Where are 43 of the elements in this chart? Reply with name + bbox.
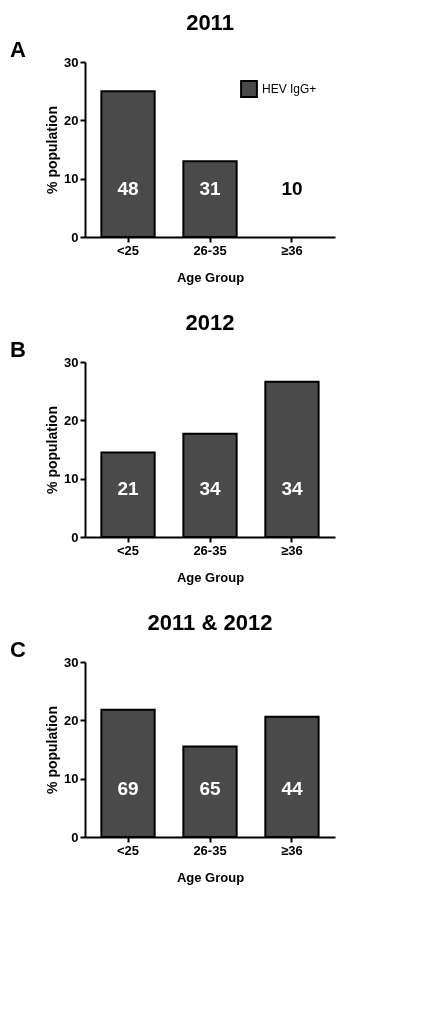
x-tick-label: <25 bbox=[117, 542, 140, 558]
annotation: 69 bbox=[117, 778, 139, 799]
chart-title: 2012 bbox=[185, 310, 235, 335]
legend-label: HEV IgG+ bbox=[262, 82, 317, 96]
annotation: 34 bbox=[199, 478, 221, 499]
x-axis-title: Age Group bbox=[176, 869, 245, 885]
chart-title: 2011 bbox=[186, 10, 234, 35]
x-tick-label: <25 bbox=[117, 842, 140, 858]
x-tick-label: 26-35 bbox=[193, 842, 227, 858]
y-tick-label: 10 bbox=[64, 471, 79, 487]
y-tick-label: 0 bbox=[71, 529, 79, 545]
y-tick-label: 20 bbox=[64, 112, 79, 128]
x-tick-label: ≥36 bbox=[281, 842, 303, 858]
annotation: 44 bbox=[281, 778, 303, 799]
y-axis-title: % population bbox=[44, 406, 61, 494]
text: A bbox=[10, 37, 26, 62]
x-tick-label: <25 bbox=[117, 242, 140, 258]
y-axis-title: % population bbox=[44, 106, 61, 194]
y-tick-label: 10 bbox=[64, 771, 79, 787]
chart-title: 2011 & 2012 bbox=[147, 610, 273, 635]
annotation: 31 bbox=[199, 178, 221, 199]
y-tick-label: 30 bbox=[64, 354, 79, 370]
annotation: 65 bbox=[199, 778, 221, 799]
annotation: 48 bbox=[117, 178, 139, 199]
y-tick-label: 20 bbox=[64, 712, 79, 728]
annotation: 34 bbox=[281, 478, 303, 499]
x-axis-title: Age Group bbox=[176, 269, 245, 285]
x-tick-label: ≥36 bbox=[281, 242, 303, 258]
y-tick-label: 30 bbox=[64, 654, 79, 670]
y-tick-label: 20 bbox=[64, 412, 79, 428]
y-tick-label: 0 bbox=[71, 229, 79, 245]
y-tick-label: 10 bbox=[64, 171, 79, 187]
text: B bbox=[10, 337, 26, 362]
text: C bbox=[10, 637, 26, 662]
annotation: 21 bbox=[117, 478, 140, 499]
y-tick-label: 0 bbox=[71, 829, 79, 845]
annotation: 10 bbox=[281, 178, 303, 199]
x-axis-title: Age Group bbox=[176, 569, 245, 585]
y-axis-title: % population bbox=[44, 706, 61, 794]
x-tick-label: 26-35 bbox=[193, 542, 227, 558]
y-tick-label: 30 bbox=[64, 54, 79, 70]
x-tick-label: 26-35 bbox=[193, 242, 227, 258]
x-tick-label: ≥36 bbox=[281, 542, 303, 558]
